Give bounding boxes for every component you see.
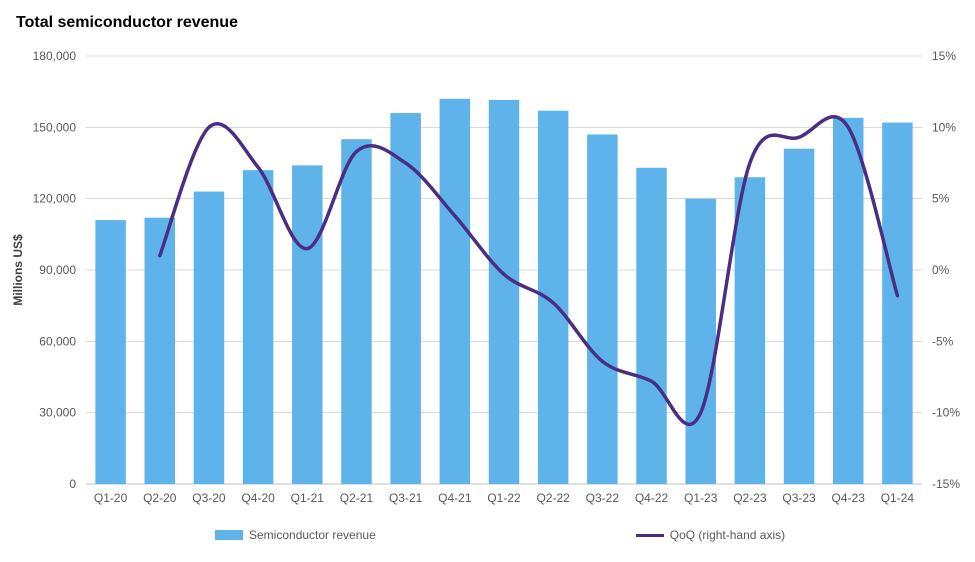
y-right-tick-label: 5% <box>932 192 950 206</box>
chart-container: Total semiconductor revenue 0 30,000 60,00… <box>0 0 975 562</box>
legend-label: Semiconductor revenue <box>249 528 376 542</box>
y-right-tick-label: 0% <box>932 263 950 277</box>
bar <box>882 123 912 484</box>
legend-item-bars: Semiconductor revenue <box>215 528 376 542</box>
x-tick-label: Q4-22 <box>635 491 669 505</box>
bar <box>833 118 863 484</box>
x-tick-label: Q3-20 <box>192 491 226 505</box>
x-tick-label: Q2-20 <box>143 491 177 505</box>
x-tick-label: Q1-20 <box>94 491 128 505</box>
y-right-tick-label: -5% <box>932 334 954 348</box>
y-right-tick-label: -15% <box>932 477 960 491</box>
legend-swatch-bar-icon <box>215 530 243 540</box>
x-tick-label: Q3-23 <box>782 491 816 505</box>
bar <box>243 170 273 484</box>
legend-swatch-line-icon <box>636 534 664 537</box>
x-tick-label: Q3-21 <box>389 491 423 505</box>
bar <box>685 199 715 484</box>
legend-item-line: QoQ (right-hand axis) <box>636 528 785 542</box>
bar <box>735 177 765 484</box>
bar <box>489 100 519 484</box>
bar <box>145 218 175 484</box>
legend-label: QoQ (right-hand axis) <box>670 528 785 542</box>
y-left-tick-label: 60,000 <box>39 334 76 348</box>
x-tick-label: Q2-21 <box>340 491 374 505</box>
x-tick-label: Q2-22 <box>536 491 570 505</box>
bar <box>440 99 470 484</box>
y-left-tick-label: 30,000 <box>39 406 76 420</box>
y-left-tick-label: 90,000 <box>39 263 76 277</box>
y-right-tick-label: 10% <box>932 120 956 134</box>
chart-svg: 0 30,000 60,000 90,000 120,000 150,000 180,000… <box>0 0 975 562</box>
bar <box>784 149 814 484</box>
x-tick-label: Q2-23 <box>733 491 767 505</box>
y-left-tick-label: 150,000 <box>33 120 77 134</box>
bar <box>194 192 224 484</box>
x-tick-label: Q1-23 <box>684 491 718 505</box>
y-left-tick-label: 0 <box>69 477 76 491</box>
bar <box>390 113 420 484</box>
y-left-tick-label: 180,000 <box>33 49 77 63</box>
x-tick-label: Q4-20 <box>241 491 275 505</box>
bar <box>587 134 617 484</box>
x-tick-label: Q4-23 <box>832 491 866 505</box>
bars-group <box>95 99 912 484</box>
bar <box>341 139 371 484</box>
y-left-tick-label: 120,000 <box>33 192 77 206</box>
bar <box>95 220 125 484</box>
y-right-tick-label: 15% <box>932 49 956 63</box>
chart-title: Total semiconductor revenue <box>16 14 238 32</box>
y-right-tick-label: -10% <box>932 406 960 420</box>
x-tick-label: Q1-21 <box>291 491 325 505</box>
x-tick-label: Q3-22 <box>586 491 620 505</box>
bar <box>292 165 322 484</box>
x-tick-label: Q1-24 <box>881 491 915 505</box>
x-tick-label: Q4-21 <box>438 491 472 505</box>
y-left-axis-label: Millions US$ <box>11 234 25 306</box>
chart-legend: Semiconductor revenue QoQ (right-hand axi… <box>215 528 785 542</box>
x-tick-label: Q1-22 <box>487 491 521 505</box>
bar <box>636 168 666 484</box>
